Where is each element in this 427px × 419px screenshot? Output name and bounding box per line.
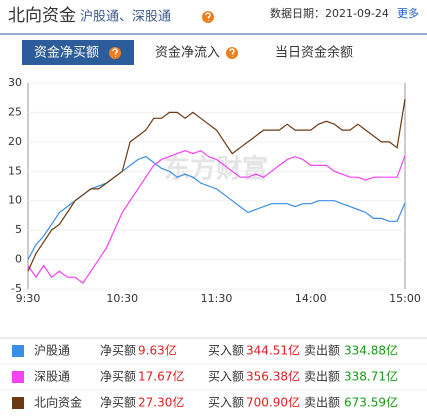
series-line xyxy=(27,98,406,272)
table-value: 9.63亿 xyxy=(138,343,177,358)
y-tick-label: -5 xyxy=(11,282,22,295)
help-icon[interactable] xyxy=(226,47,238,59)
y-tick-label: 5 xyxy=(15,223,22,236)
table-label: 净买额 xyxy=(100,396,136,410)
table-value: 700.90亿 xyxy=(246,395,300,410)
legend-swatch xyxy=(12,397,24,409)
series-line xyxy=(27,150,406,284)
tab[interactable]: 资金净买额 xyxy=(34,45,99,61)
table-label: 卖出额 xyxy=(304,370,340,384)
y-tick-label: 30 xyxy=(8,76,22,89)
table-label: 买入额 xyxy=(208,344,244,358)
help-icon[interactable] xyxy=(109,47,121,59)
watermark: 东方财富 xyxy=(164,154,268,185)
table-value: 338.71亿 xyxy=(344,369,398,384)
y-tick-label: 10 xyxy=(8,194,22,207)
table-label: 买入额 xyxy=(208,396,244,410)
table-label: 卖出额 xyxy=(304,344,340,358)
y-tick-label: 25 xyxy=(8,105,22,118)
more-link[interactable]: 更多 xyxy=(397,6,419,20)
table-value: 334.88亿 xyxy=(344,343,398,358)
table-label: 净买额 xyxy=(100,344,136,358)
legend-name: 深股通 xyxy=(34,370,70,384)
legend-name: 沪股通 xyxy=(34,344,70,358)
table-value: 673.59亿 xyxy=(344,395,398,410)
table-value: 344.51亿 xyxy=(246,343,300,358)
x-tick-label: 14:00 xyxy=(295,292,327,305)
legend-swatch xyxy=(12,345,24,357)
x-tick-label: 9:30 xyxy=(16,292,41,305)
subtitle: 沪股通、深股通 xyxy=(80,9,171,25)
x-tick-label: 10:30 xyxy=(106,292,138,305)
y-tick-label: 20 xyxy=(8,135,22,148)
x-tick-label: 15:00 xyxy=(389,292,421,305)
y-tick-label: 15 xyxy=(8,164,22,177)
table-label: 净买额 xyxy=(100,370,136,384)
y-tick-label: 0 xyxy=(15,253,22,266)
table-label: 买入额 xyxy=(208,370,244,384)
title: 北向资金 xyxy=(8,6,76,26)
x-tick-label: 11:30 xyxy=(201,292,233,305)
table-value: 27.30亿 xyxy=(138,395,184,410)
legend-name: 北向资金 xyxy=(34,395,82,410)
tab[interactable]: 资金净流入 xyxy=(155,45,220,61)
legend-swatch xyxy=(12,371,24,383)
table-label: 卖出额 xyxy=(304,396,340,410)
help-icon[interactable] xyxy=(202,11,214,23)
table-value: 17.67亿 xyxy=(138,369,184,384)
data-date: 数据日期：2021-09-24 xyxy=(270,6,389,20)
tab[interactable]: 当日资金余额 xyxy=(275,45,353,61)
plot-frame xyxy=(27,82,406,290)
table-value: 356.38亿 xyxy=(246,369,300,384)
